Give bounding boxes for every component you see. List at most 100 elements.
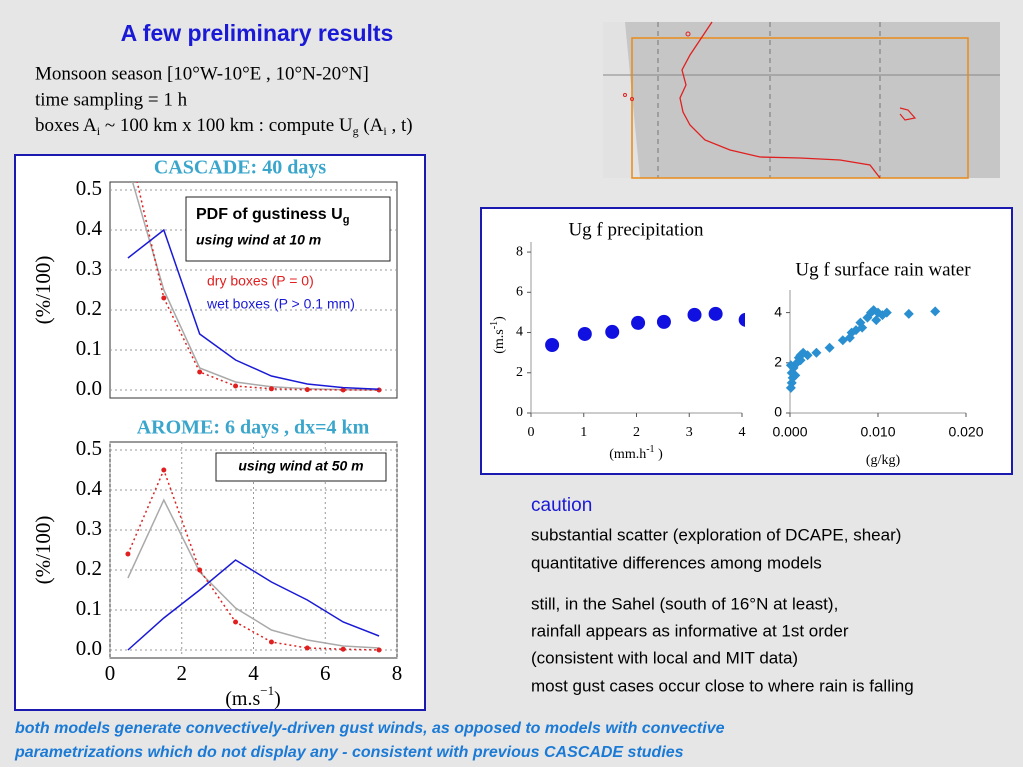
caution-line: most gust cases occur close to where rai…: [531, 676, 914, 695]
text-part: (mm.h: [609, 447, 646, 462]
superscript: -1: [489, 321, 500, 329]
subscript: i: [383, 124, 387, 138]
x-tick-label: 2: [177, 661, 188, 685]
chart-title: Ug f precipitation: [568, 219, 704, 240]
text-part: (m.s: [492, 329, 507, 354]
y-tick-label: 0.4: [76, 216, 103, 240]
point: [811, 347, 822, 358]
text-part: boxes A: [35, 115, 97, 136]
text-part: ): [655, 447, 664, 462]
annotation: using wind at 10 m: [196, 232, 321, 248]
point: [304, 645, 310, 651]
y-tick-label: 0.5: [76, 176, 102, 200]
caution-text: substantial scatter (exploration of DCAP…: [531, 525, 914, 695]
x-tick-label: 0: [528, 425, 535, 440]
x-axis-label: (g/kg): [866, 453, 901, 468]
y-axis-label: (%/100): [31, 516, 55, 585]
text-part: ): [492, 316, 507, 321]
y-tick-label: 0.1: [76, 596, 102, 620]
caution-heading: caution: [531, 495, 592, 516]
y-tick-label: 0: [516, 405, 523, 420]
setup-line: Monsoon season [10°W-10°E , 10°N-20°N]: [35, 63, 369, 84]
plot-marks: [785, 305, 941, 393]
x-axis-label: (mm.h-1 ): [609, 444, 663, 462]
point: [802, 350, 813, 361]
text-part: (m.s: [225, 688, 260, 710]
point: [545, 338, 560, 353]
point: [233, 383, 239, 389]
caution-line: quantitative differences among models: [531, 553, 822, 572]
point: [708, 306, 723, 321]
point: [881, 307, 892, 318]
setup-line: boxes Ai ~ 100 km x 100 km : compute Ug …: [35, 115, 413, 137]
text-part: (A: [359, 115, 384, 136]
x-tick-label: 4: [248, 661, 259, 685]
y-tick-label: 0.2: [76, 556, 102, 580]
plot-marks: [125, 467, 382, 653]
y-tick-label: 2: [516, 365, 523, 380]
point: [197, 369, 203, 375]
chart-title: CASCADE: 40 days: [154, 157, 326, 179]
y-tick-label: 0.4: [76, 476, 103, 500]
coastline: [899, 107, 917, 121]
y-tick-label: 4: [516, 325, 523, 340]
island: [685, 31, 691, 37]
setup-line: time sampling = 1 h: [35, 89, 188, 110]
point: [340, 387, 346, 393]
point: [738, 312, 745, 327]
y-tick-label: 0: [774, 404, 782, 420]
x-tick-label: 1: [580, 425, 587, 440]
map-edge: [603, 22, 640, 178]
point: [790, 370, 801, 381]
y-axis-label: (m.s-1): [489, 316, 507, 354]
point: [605, 324, 620, 339]
footer: both models generate convectively-driven…: [15, 720, 725, 737]
legend-entry: wet boxes (P > 0.1 mm): [206, 296, 355, 312]
x-tick-label: 4: [739, 425, 746, 440]
point: [687, 307, 702, 322]
annotation-box: [215, 452, 387, 482]
point: [795, 350, 806, 361]
point: [376, 387, 382, 393]
island: [623, 93, 627, 97]
annotation: PDF of gustiness Ug: [196, 206, 349, 226]
caution-line: (consistent with local and MIT data): [531, 648, 798, 667]
point: [795, 355, 806, 366]
caution-line: rainfall appears as informative at 1st o…: [531, 621, 849, 640]
point: [197, 567, 203, 573]
y-axis-label: (%/100): [31, 256, 55, 325]
map: [603, 21, 1000, 179]
map-background: [603, 22, 1000, 178]
y-tick-label: 0.0: [76, 376, 102, 400]
y-tick-label: 0.3: [76, 516, 102, 540]
point: [340, 646, 346, 652]
point: [871, 315, 882, 326]
point: [304, 387, 310, 393]
text-part: PDF of gustiness U: [196, 206, 343, 223]
point: [824, 342, 835, 353]
annotation-box: [185, 196, 391, 262]
coastline: [679, 21, 881, 179]
text-part: , t): [387, 115, 413, 136]
point: [161, 295, 167, 301]
annotation: using wind at 50 m: [238, 458, 363, 474]
caution-line: still, in the Sahel (south of 16°N at le…: [531, 594, 838, 613]
x-tick-label: 3: [686, 425, 693, 440]
point: [903, 308, 914, 319]
point: [631, 315, 646, 330]
point: [268, 386, 274, 392]
series-line: [127, 559, 380, 651]
superscript: -1: [646, 444, 654, 455]
text-part: ~ 100 km x 100 km : compute U: [100, 115, 353, 136]
point: [656, 314, 671, 329]
x-tick-label: 6: [320, 661, 331, 685]
caution-line: substantial scatter (exploration of DCAP…: [531, 525, 901, 544]
y-tick-label: 6: [516, 285, 523, 300]
point: [268, 639, 274, 645]
y-tick-label: 0.0: [76, 636, 102, 660]
y-tick-label: 8: [516, 244, 523, 259]
point: [930, 306, 941, 317]
island: [630, 97, 634, 101]
series-line: [127, 498, 380, 649]
